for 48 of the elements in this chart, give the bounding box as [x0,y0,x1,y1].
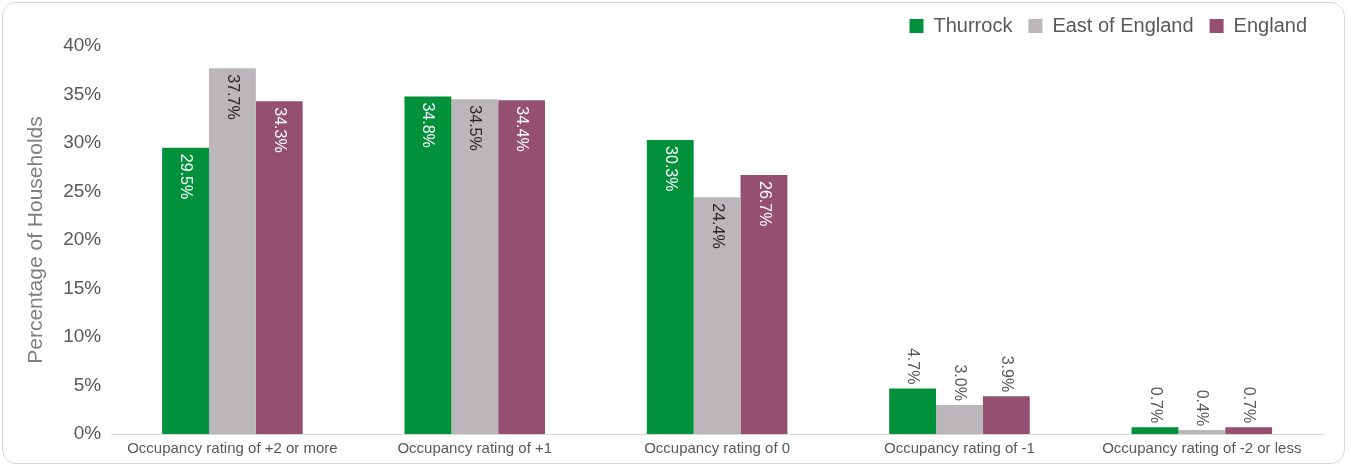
data-label: 34.3% [271,107,289,153]
data-label: 29.5% [178,153,196,200]
y-tick-label: 40% [63,34,102,56]
bar [1178,430,1226,434]
data-label: 26.7% [756,181,774,227]
data-label: 34.8% [420,102,438,148]
x-tick-label: Occupancy rating of +2 or more [127,439,338,457]
bar [693,197,741,434]
bar [936,404,983,434]
legend-label: England [1233,13,1308,36]
x-tick-label: Occupancy rating of -2 or less [1102,439,1302,457]
bar [740,175,788,434]
bar [1225,427,1273,434]
x-tick-label: Occupancy rating of +1 [397,439,553,457]
bar [404,96,452,434]
data-label: 0.7% [1241,386,1259,424]
y-axis-title: Percentage of Households [23,116,47,364]
bar [498,100,546,434]
data-label: 37.7% [225,74,242,120]
bar [208,68,256,434]
data-label: 30.3% [662,146,680,192]
legend-label: Thurrock [933,13,1014,36]
bar [889,388,937,434]
bar [646,140,694,434]
data-label: 0.4% [1194,389,1212,427]
y-tick-label: 5% [73,373,102,395]
y-tick-label: 25% [63,179,102,201]
data-label: 4.7% [905,347,923,385]
bar [982,396,1030,434]
y-tick-label: 30% [63,131,102,153]
x-tick-label: Occupancy rating of 0 [644,439,791,457]
y-tick-label: 15% [63,276,102,298]
data-label: 34.5% [467,105,485,151]
y-tick-label: 20% [63,228,102,250]
y-tick-label: 10% [63,325,102,347]
bar [451,99,499,434]
data-label: 34.4% [514,106,532,152]
y-tick-label: 0% [73,422,102,444]
data-label: 24.4% [709,203,727,249]
bar [255,101,303,434]
x-tick-label: Occupancy rating of -1 [884,439,1035,457]
bar [1131,427,1179,434]
data-label: 3.9% [998,355,1016,393]
y-tick-label: 35% [63,82,102,104]
data-label: 0.7% [1147,386,1165,424]
bar [162,147,209,434]
legend-label: East of England [1052,13,1194,36]
data-label: 3.0% [952,364,970,401]
